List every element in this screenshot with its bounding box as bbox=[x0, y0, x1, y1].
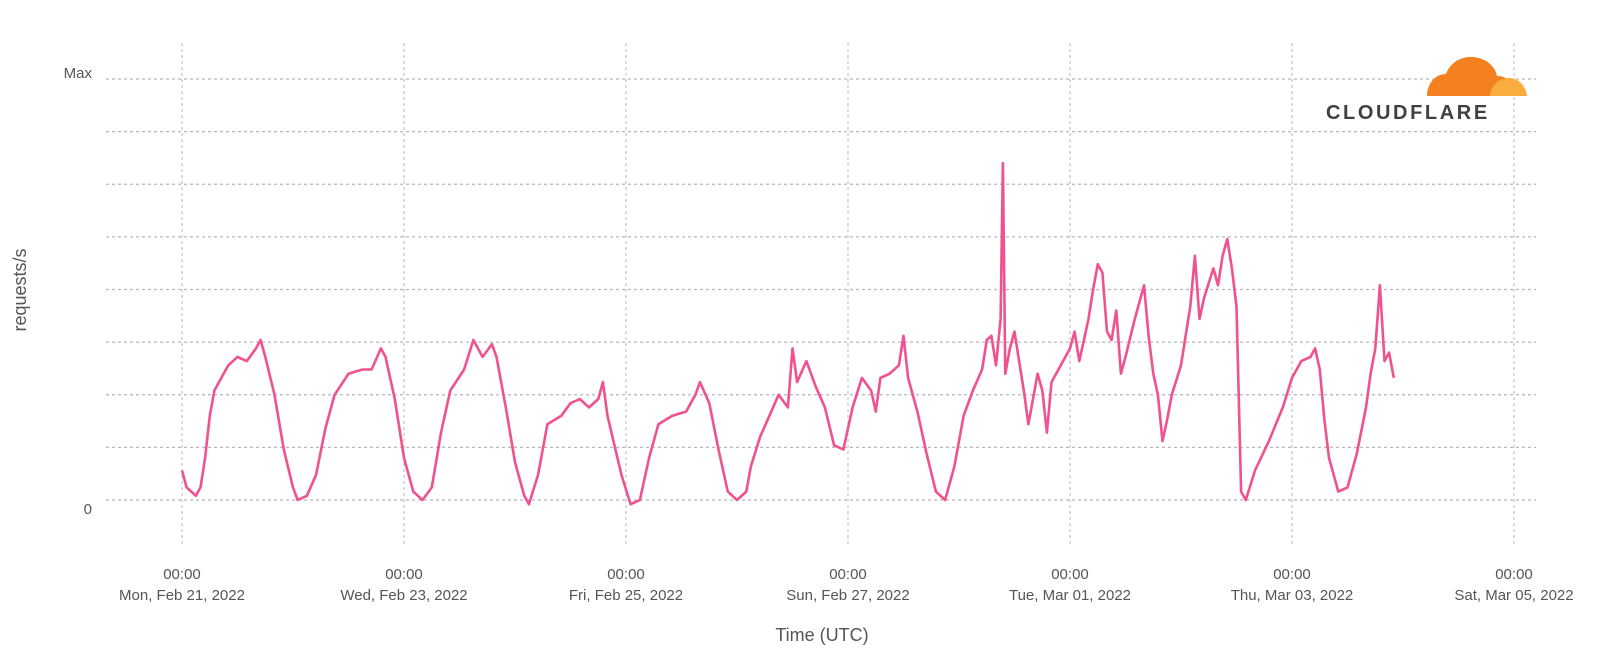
x-tick-label-time: 00:00 bbox=[1495, 566, 1533, 583]
x-tick-label-time: 00:00 bbox=[1273, 566, 1311, 583]
x-axis-ticks: 00:00 Mon, Feb 21, 2022 00:00 Wed, Feb 23, … bbox=[119, 566, 1574, 604]
x-tick-label-time: 00:00 bbox=[607, 566, 645, 583]
x-tick-label-date: Sun, Feb 27, 2022 bbox=[786, 587, 909, 604]
grid bbox=[106, 43, 1536, 547]
x-tick-label-date: Fri, Feb 25, 2022 bbox=[569, 587, 683, 604]
y-tick-label-zero: 0 bbox=[84, 501, 92, 518]
y-axis-title: requests/s bbox=[10, 248, 30, 331]
cloudflare-logo: CLOUDFLARE bbox=[1326, 56, 1527, 124]
x-tick-label-date: Thu, Mar 03, 2022 bbox=[1231, 587, 1354, 604]
x-tick-label-time: 00:00 bbox=[829, 566, 867, 583]
y-tick-label-max: Max bbox=[64, 65, 93, 82]
x-tick-label-date: Mon, Feb 21, 2022 bbox=[119, 587, 245, 604]
x-tick-label-time: 00:00 bbox=[1051, 566, 1089, 583]
x-tick-label-date: Sat, Mar 05, 2022 bbox=[1454, 587, 1573, 604]
cloud-icon bbox=[1427, 56, 1527, 96]
x-axis-title: Time (UTC) bbox=[775, 625, 868, 645]
x-tick-label-date: Tue, Mar 01, 2022 bbox=[1009, 587, 1131, 604]
x-tick-label-time: 00:00 bbox=[385, 566, 423, 583]
y-axis-ticks: Max 0 bbox=[64, 65, 93, 518]
series-line bbox=[180, 161, 1396, 506]
svg-text:CLOUDFLARE: CLOUDFLARE bbox=[1326, 102, 1490, 124]
x-tick-label-time: 00:00 bbox=[163, 566, 201, 583]
x-tick-label-date: Wed, Feb 23, 2022 bbox=[340, 587, 467, 604]
